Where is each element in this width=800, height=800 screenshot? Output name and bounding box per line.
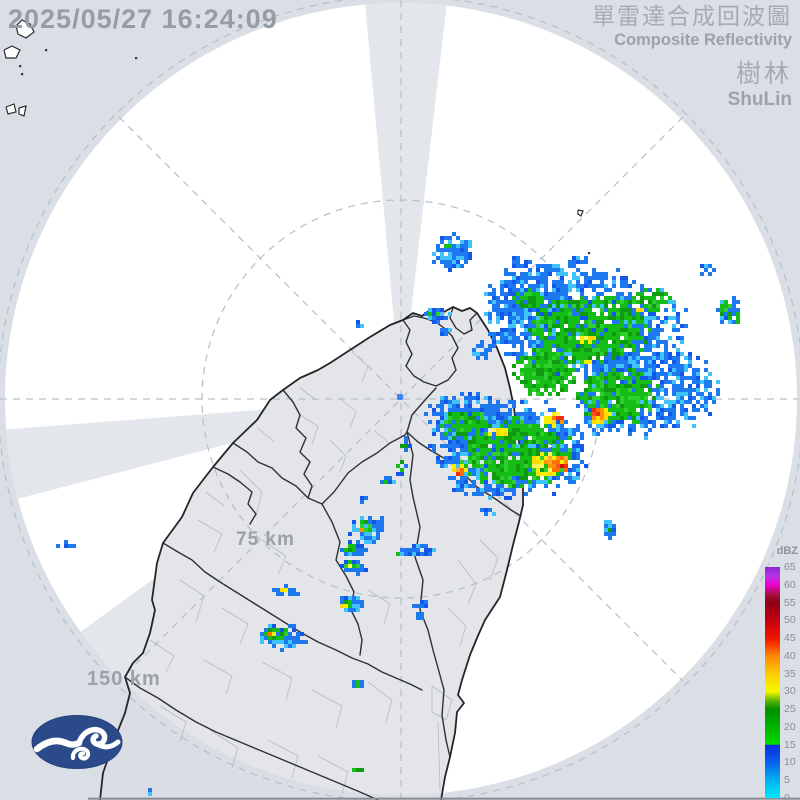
title-english: Composite Reflectivity — [614, 30, 792, 49]
colorbar-tick-label: 60 — [784, 578, 796, 591]
colorbar-tick-label: 35 — [784, 667, 796, 680]
colorbar-tick-label: 50 — [784, 614, 796, 627]
colorbar-tick-label: 0 — [784, 792, 790, 800]
colorbar-tick-label: 5 — [784, 774, 790, 787]
colorbar-tick-label: 20 — [784, 720, 796, 733]
colorbar-tick-label: 15 — [784, 738, 796, 751]
title-block: 單雷達合成回波圖 Composite Reflectivity 樹林 ShuLi… — [592, 3, 792, 111]
timestamp: 2025/05/27 16:24:09 — [8, 4, 278, 34]
colorbar-tick-label: 30 — [784, 685, 796, 698]
colorbar-tick-label: 45 — [784, 632, 796, 645]
colorbar-gradient — [765, 567, 780, 798]
cwb-logo — [31, 715, 123, 769]
station-name-english: ShuLin — [727, 89, 792, 111]
colorbar-tick-label: 25 — [784, 703, 796, 716]
title-chinese: 單雷達合成回波圖 — [592, 3, 792, 29]
colorbar-tick-label: 65 — [784, 561, 796, 573]
colorbar-tick-label: 40 — [784, 649, 796, 662]
colorbar-tick-label: 55 — [784, 596, 796, 609]
colorbar-unit-label: dBZ — [776, 545, 798, 557]
range-ring-label-150km: 150 km — [87, 668, 161, 690]
station-name-chinese: 樹林 — [735, 60, 792, 89]
range-ring-label-75km: 75 km — [236, 529, 295, 550]
colorbar-tick-label: 10 — [784, 756, 796, 769]
